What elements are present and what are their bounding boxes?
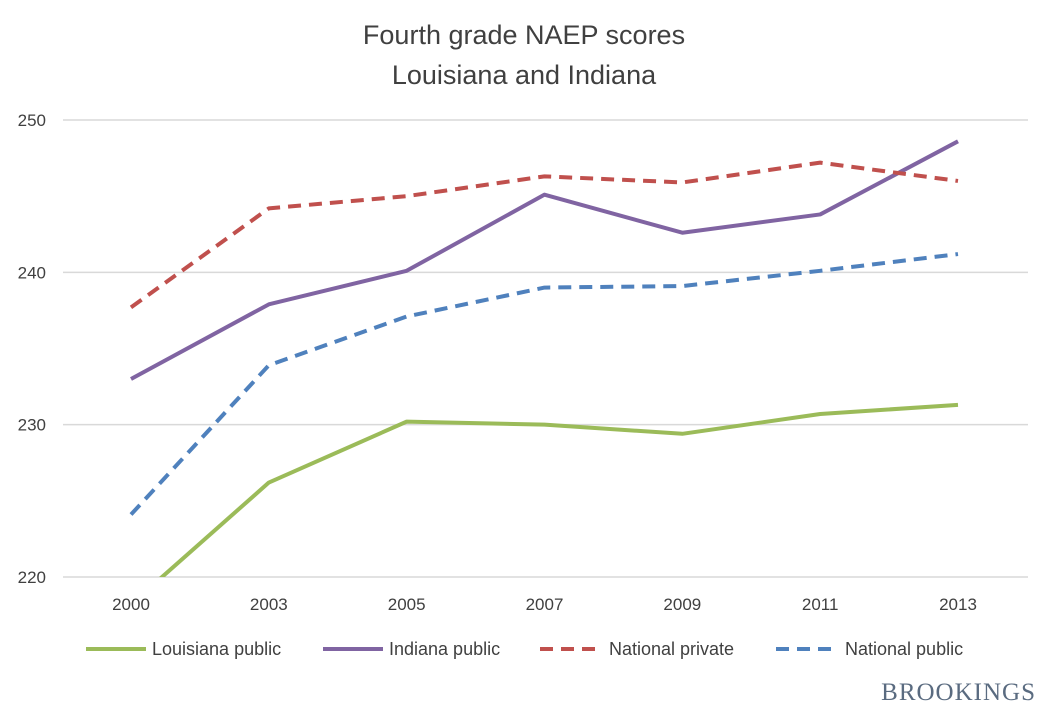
x-tick-label: 2005 [388,595,426,614]
y-tick-label: 230 [18,416,46,435]
y-tick-label: 250 [18,111,46,130]
legend: Louisiana public Indiana public National p… [86,639,963,659]
x-tick-label: 2003 [250,595,288,614]
x-tick-label: 2009 [663,595,701,614]
chart-title: Fourth grade NAEP scores [363,20,685,50]
y-axis-ticks: 220 230 240 250 [18,111,46,587]
x-tick-label: 2011 [802,595,839,614]
series-line-louisiana-public [158,402,959,577]
legend-item: National private [540,639,734,659]
legend-label: National private [609,639,734,659]
series-line-national-public [129,252,959,516]
x-tick-label: 2000 [112,595,150,614]
gridlines [63,119,1028,578]
x-tick-label: 2013 [939,595,977,614]
x-tick-label: 2007 [526,595,564,614]
y-tick-label: 220 [18,568,46,587]
legend-label: National public [845,639,963,659]
legend-label: Louisiana public [152,639,281,659]
legend-label: Indiana public [389,639,500,659]
brookings-logo: BROOKINGS [881,679,1036,706]
legend-item: Indiana public [323,639,500,659]
series-lines [129,139,959,577]
legend-item: National public [776,639,963,659]
chart-subtitle: Louisiana and Indiana [392,60,657,90]
legend-item: Louisiana public [86,639,281,659]
y-tick-label: 240 [18,263,46,282]
x-axis-ticks: 2000 2003 2005 2007 2009 2011 2013 [112,595,977,614]
